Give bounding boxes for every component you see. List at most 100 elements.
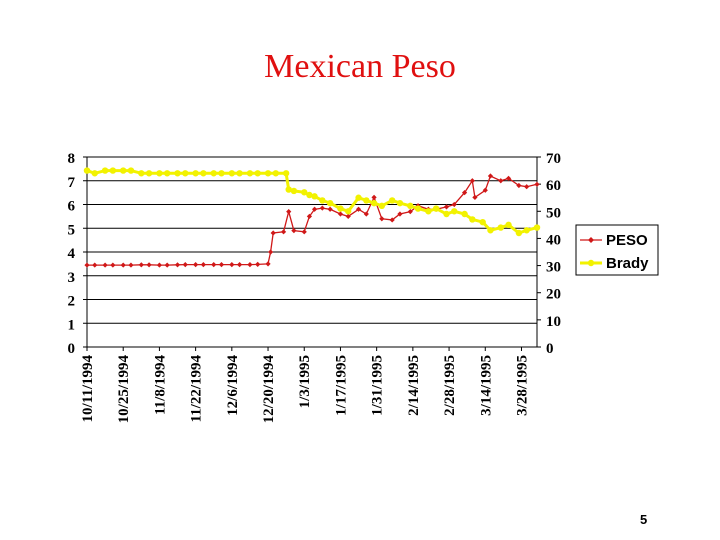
data-point xyxy=(146,262,152,268)
data-point xyxy=(282,170,290,177)
left-tick-label: 8 xyxy=(68,151,76,167)
data-point xyxy=(91,170,98,177)
data-point xyxy=(236,261,243,268)
data-point xyxy=(109,167,117,174)
chart-series xyxy=(83,167,541,268)
slide-number: 5 xyxy=(640,512,648,527)
data-point xyxy=(479,218,486,226)
legend-marker xyxy=(588,237,594,243)
x-tick-label: 3/28/1995 xyxy=(514,355,530,416)
data-point xyxy=(345,213,351,219)
data-point xyxy=(425,208,432,215)
data-point xyxy=(120,262,126,268)
left-tick-label: 7 xyxy=(68,175,76,191)
data-point xyxy=(101,167,109,174)
data-point xyxy=(319,205,325,211)
legend-label: PESO xyxy=(606,232,648,249)
x-tick-label: 11/8/1994 xyxy=(152,355,168,416)
x-tick-label: 3/14/1995 xyxy=(478,355,494,416)
data-point xyxy=(285,186,292,193)
x-tick-label: 1/17/1995 xyxy=(333,355,349,416)
data-point xyxy=(246,170,254,177)
data-point xyxy=(265,261,271,267)
data-point xyxy=(534,181,540,187)
data-point xyxy=(451,208,458,215)
data-point xyxy=(138,262,144,268)
data-point xyxy=(407,202,414,210)
data-point xyxy=(306,213,313,219)
data-point xyxy=(138,170,145,177)
data-point xyxy=(397,211,403,217)
data-point xyxy=(469,178,475,184)
data-point xyxy=(110,262,116,268)
right-tick-label: 10 xyxy=(546,314,561,330)
data-point xyxy=(127,167,135,174)
data-point xyxy=(345,208,352,215)
data-point xyxy=(120,167,127,174)
data-point xyxy=(515,229,523,237)
right-tick-label: 50 xyxy=(546,205,561,221)
data-point xyxy=(487,227,494,234)
data-point xyxy=(379,216,385,222)
data-point xyxy=(337,211,344,217)
data-point xyxy=(218,170,225,177)
data-point xyxy=(83,167,91,174)
data-point xyxy=(164,262,170,268)
data-point xyxy=(482,187,488,193)
data-point xyxy=(443,210,450,218)
x-tick-label: 12/6/1994 xyxy=(225,355,241,416)
data-point xyxy=(200,261,206,268)
x-tick-label: 1/31/1995 xyxy=(370,355,386,416)
x-tick-label: 11/22/1994 xyxy=(189,355,205,423)
data-point xyxy=(407,209,413,215)
data-point xyxy=(156,262,163,268)
data-point xyxy=(461,190,468,196)
legend: PESO Brady xyxy=(575,224,659,276)
data-point xyxy=(247,261,253,268)
legend-box xyxy=(575,224,659,276)
data-point xyxy=(396,199,404,207)
data-point xyxy=(280,229,287,235)
x-tick-label: 10/25/1994 xyxy=(116,355,132,424)
data-point xyxy=(102,262,108,268)
left-tick-label: 3 xyxy=(68,270,76,286)
data-point xyxy=(378,202,386,210)
legend-label: Brady xyxy=(606,255,649,272)
x-tick-label: 12/20/1994 xyxy=(261,355,277,424)
x-tick-label: 2/28/1995 xyxy=(442,355,458,416)
left-tick-label: 6 xyxy=(68,199,76,215)
data-point xyxy=(156,170,163,177)
data-point xyxy=(388,197,396,204)
data-point xyxy=(533,224,541,231)
data-point xyxy=(145,170,153,177)
left-tick-label: 5 xyxy=(68,222,76,238)
series-line xyxy=(86,169,538,235)
data-point xyxy=(432,205,440,212)
data-point xyxy=(92,262,98,268)
data-point xyxy=(414,205,422,212)
data-point xyxy=(128,262,134,268)
data-point xyxy=(337,205,344,212)
data-point xyxy=(210,170,217,177)
left-tick-label: 0 xyxy=(68,341,76,357)
left-tick-label: 2 xyxy=(68,294,76,310)
series-brady xyxy=(83,167,541,237)
data-point xyxy=(389,217,395,223)
data-point xyxy=(182,170,189,177)
grid-lines xyxy=(87,156,537,324)
data-point xyxy=(311,206,318,212)
data-point xyxy=(469,216,476,223)
data-point xyxy=(182,261,188,268)
data-point xyxy=(229,261,235,268)
x-tick-label: 2/14/1995 xyxy=(406,355,422,416)
data-point xyxy=(355,194,362,201)
data-point xyxy=(286,209,292,215)
data-point xyxy=(363,211,369,217)
data-point xyxy=(270,230,276,236)
right-tick-label: 40 xyxy=(546,232,561,248)
data-point xyxy=(174,170,181,177)
data-point xyxy=(236,170,243,177)
data-point xyxy=(255,261,261,267)
data-point xyxy=(211,261,217,268)
right-tick-label: 70 xyxy=(546,151,561,167)
